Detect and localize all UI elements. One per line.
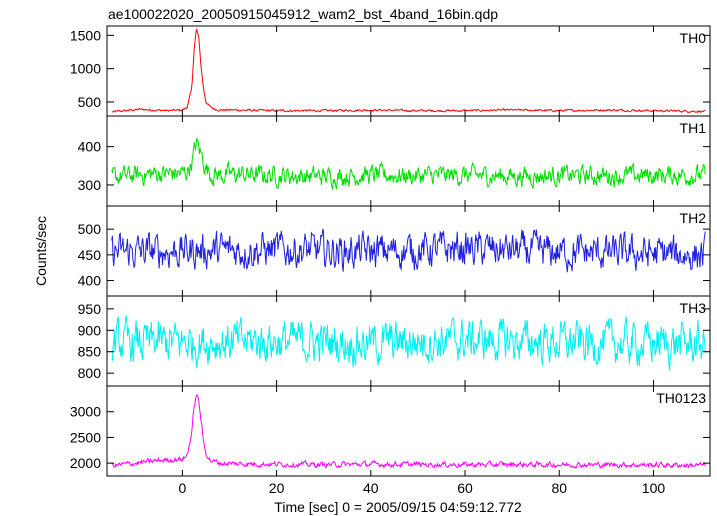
panel-th2: 400 450 500 TH2: [78, 205, 711, 297]
panel-label: TH3: [680, 300, 707, 316]
x-tick-label: 100: [642, 480, 666, 496]
panel-label: TH2: [680, 210, 707, 226]
panel-frame: [106, 115, 711, 207]
y-tick-label: 800: [78, 365, 102, 381]
x-tick-label: 60: [457, 480, 473, 496]
panel-frame: [106, 25, 711, 117]
y-tick-label: 400: [78, 139, 102, 155]
y-tick-label: 500: [78, 221, 102, 237]
panel-frame: [106, 385, 711, 477]
x-tick-label: 80: [551, 480, 567, 496]
panel-th0: 500 1000 1500 TH0: [70, 25, 711, 117]
series-line-th0123: [111, 394, 706, 470]
y-tick-label: 950: [78, 301, 102, 317]
panel-th3: 800 850 900 950 TH3: [78, 295, 711, 387]
x-axis-label: Time [sec] 0 = 2005/09/15 04:59:12.772: [274, 499, 522, 515]
series-line-th2: [111, 228, 706, 273]
series-line-th0: [111, 27, 706, 114]
y-tick-label: 3000: [70, 404, 101, 420]
panel-label: TH1: [680, 120, 707, 136]
panel-label: TH0: [680, 30, 707, 46]
y-tick-label: 400: [78, 273, 102, 289]
x-tick-label: 40: [363, 480, 379, 496]
series-line-th1: [111, 137, 706, 190]
y-tick-label: 2000: [70, 455, 101, 471]
y-tick-label: 450: [78, 247, 102, 263]
x-tick-label: 20: [269, 480, 285, 496]
y-tick-label: 1500: [70, 27, 101, 43]
chart-title: ae100022020_20050915045912_wam2_bst_4ban…: [108, 6, 498, 22]
x-tick-label: 0: [178, 480, 186, 496]
y-axis-label: Counts/sec: [33, 216, 49, 286]
panel-frame: [106, 295, 711, 387]
panel-th0123: 2000 2500 3000 TH0123: [70, 385, 711, 477]
series-line-th3: [111, 315, 706, 371]
y-tick-label: 850: [78, 344, 102, 360]
y-tick-label: 900: [78, 322, 102, 338]
panel-th1: 300 400 TH1: [78, 115, 711, 207]
y-tick-label: 1000: [70, 61, 101, 77]
panel-label: TH0123: [656, 390, 706, 406]
y-tick-label: 2500: [70, 429, 101, 445]
y-tick-label: 500: [78, 94, 102, 110]
y-tick-label: 300: [78, 177, 102, 193]
